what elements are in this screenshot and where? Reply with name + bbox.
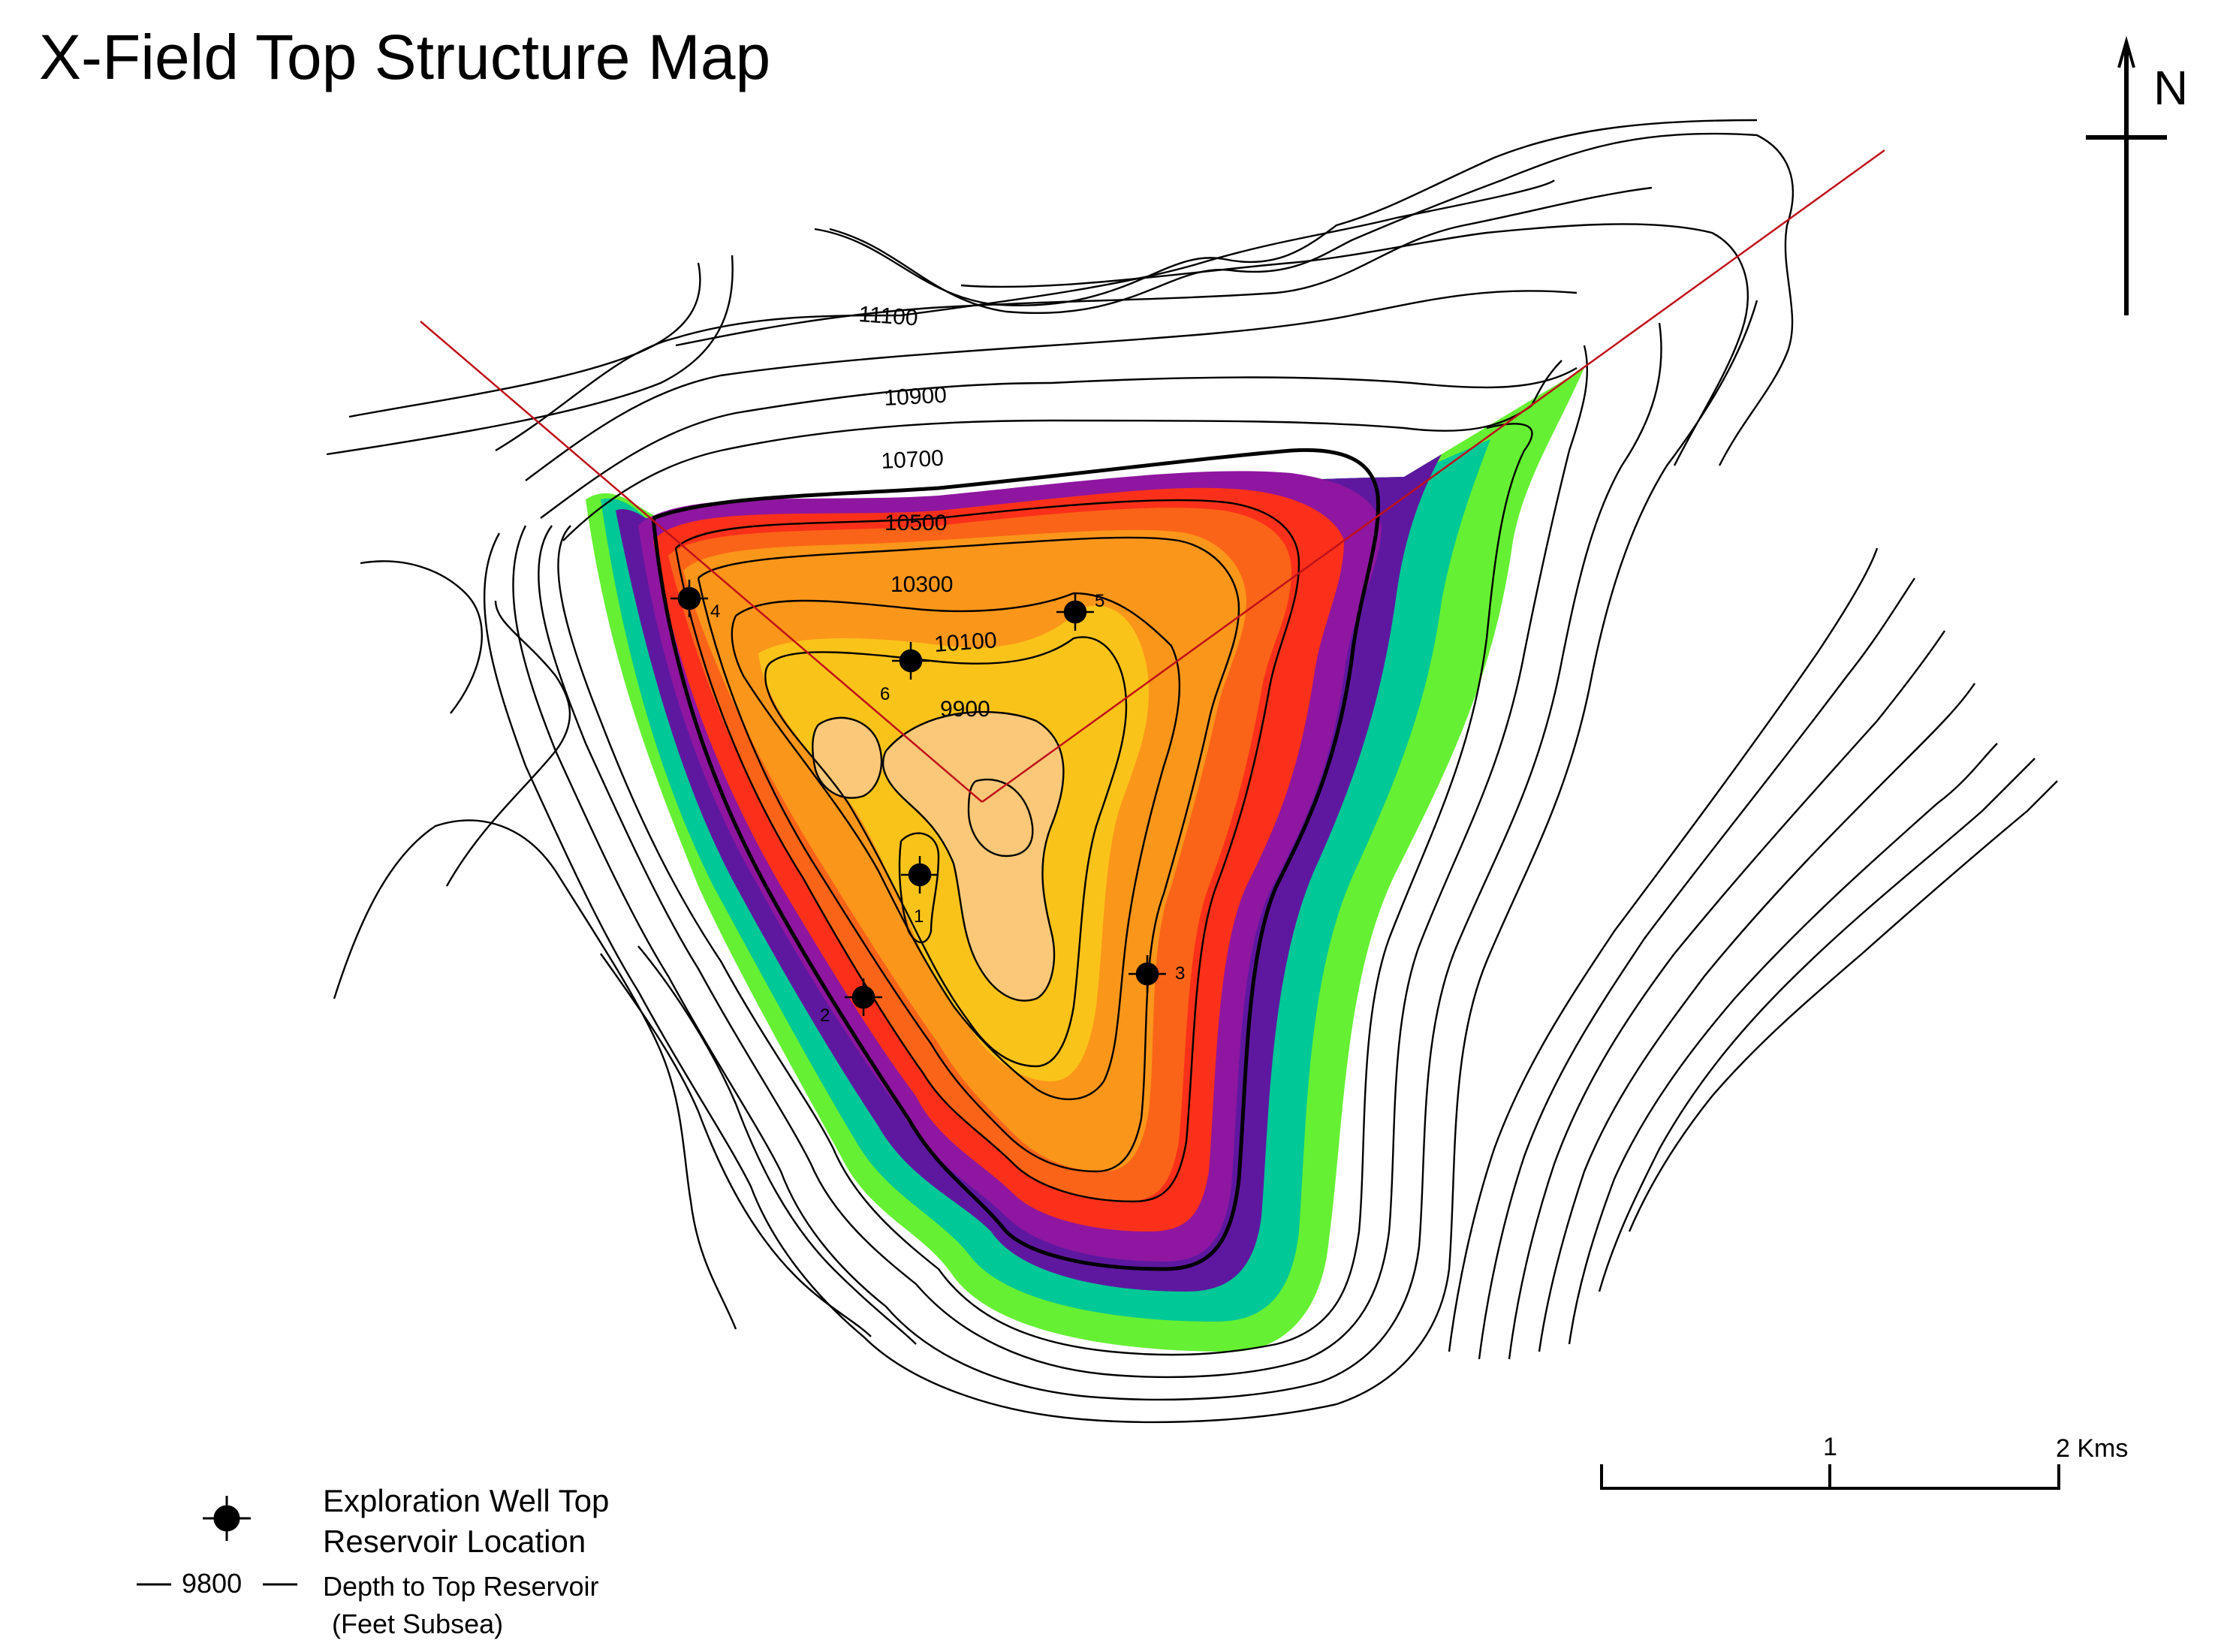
- contour-line: [1568, 743, 1998, 1345]
- contour-line: [540, 366, 1578, 519]
- contour-line: [360, 560, 483, 714]
- well-6: [892, 642, 930, 680]
- contour-line: [881, 710, 1065, 1002]
- contour-line: [675, 186, 1653, 347]
- north-arrow: [2086, 35, 2167, 315]
- legend-contour-line2: (Feet Subsea): [332, 1608, 504, 1639]
- contour-label-9900: 9900: [940, 697, 990, 722]
- contour-line: [495, 179, 1555, 452]
- well-label-4: 4: [710, 601, 720, 622]
- band-peach-2: [883, 712, 1064, 1001]
- contour-line: [898, 832, 940, 944]
- scale-mid-label: 1: [1823, 1433, 1837, 1461]
- contour-line: [445, 600, 571, 887]
- contour-label-11100: 11100: [858, 302, 919, 330]
- contour-line: [1530, 360, 1563, 406]
- contour-line: [562, 405, 1532, 541]
- well-1: [901, 856, 939, 894]
- well-labels: 1 2 3 4 5 6: [710, 591, 1185, 1026]
- scale-bar: [1600, 1464, 2060, 1490]
- well-label-6: 6: [880, 684, 890, 704]
- legend-well-line1: Exploration Well Top: [323, 1483, 610, 1518]
- contour-line: [1598, 758, 2036, 1292]
- contour-line: [1508, 630, 1945, 1360]
- legend-symbols: [137, 1496, 297, 1586]
- scale-end-label: 2 Kms: [2056, 1434, 2129, 1463]
- contour-line: [557, 423, 1533, 1356]
- contour-line: [829, 132, 1794, 466]
- legend-contour-value: 9800: [182, 1568, 243, 1599]
- map-title: X-Field Top Structure Map: [39, 22, 771, 92]
- contour-lines: [326, 119, 2058, 1424]
- contour-line: [326, 255, 734, 456]
- well-label-1: 1: [914, 906, 924, 927]
- contour-line: [1478, 577, 1915, 1360]
- contour-label-10500: 10500: [884, 511, 947, 535]
- contour-line: [967, 778, 1034, 858]
- north-label: N: [2153, 61, 2189, 115]
- well-2: [845, 978, 882, 1016]
- contour-line: [1538, 683, 1975, 1352]
- depth-bands: [586, 368, 1584, 1352]
- well-3: [1129, 955, 1166, 993]
- legend-contour-line1: Depth to Top Reservoir: [323, 1571, 599, 1602]
- contour-line: [483, 300, 1758, 1424]
- contour-line: [600, 953, 872, 1337]
- well-5: [1056, 593, 1094, 631]
- contour-line: [538, 345, 1589, 1379]
- contour-label-10300: 10300: [891, 572, 953, 597]
- contour-line: [348, 262, 701, 418]
- contour-label-10900: 10900: [884, 383, 948, 411]
- contour-line-thick: [651, 448, 1381, 1271]
- wells: [671, 580, 1166, 1016]
- fault-line-west: [420, 321, 983, 803]
- well-label-3: 3: [1175, 963, 1185, 984]
- contour-line: [525, 290, 1578, 481]
- contour-line: [731, 592, 1181, 1101]
- contour-labels: 11100 10900 10700 10500 10300 10100 9900: [858, 302, 998, 722]
- contour-line: [764, 636, 1128, 1068]
- legend-well-line2: Reservoir Location: [323, 1524, 586, 1559]
- well-label-5: 5: [1095, 591, 1104, 611]
- fault-lines: [420, 149, 1885, 803]
- contour-line: [512, 322, 1662, 1401]
- contour-label-10100: 10100: [933, 628, 998, 657]
- legend-well-symbol: [203, 1496, 251, 1541]
- contour-line: [812, 716, 883, 799]
- contour-line: [814, 119, 1758, 306]
- fault-line-east: [981, 149, 1885, 803]
- contour-line: [1628, 780, 2058, 1232]
- contour-line: [637, 945, 917, 1345]
- well-4: [671, 580, 708, 617]
- well-label-2: 2: [820, 1005, 830, 1026]
- contour-line: [960, 223, 1749, 466]
- contour-line: [1448, 547, 1879, 1352]
- contour-line: [333, 819, 737, 1330]
- contour-label-10700: 10700: [881, 446, 945, 474]
